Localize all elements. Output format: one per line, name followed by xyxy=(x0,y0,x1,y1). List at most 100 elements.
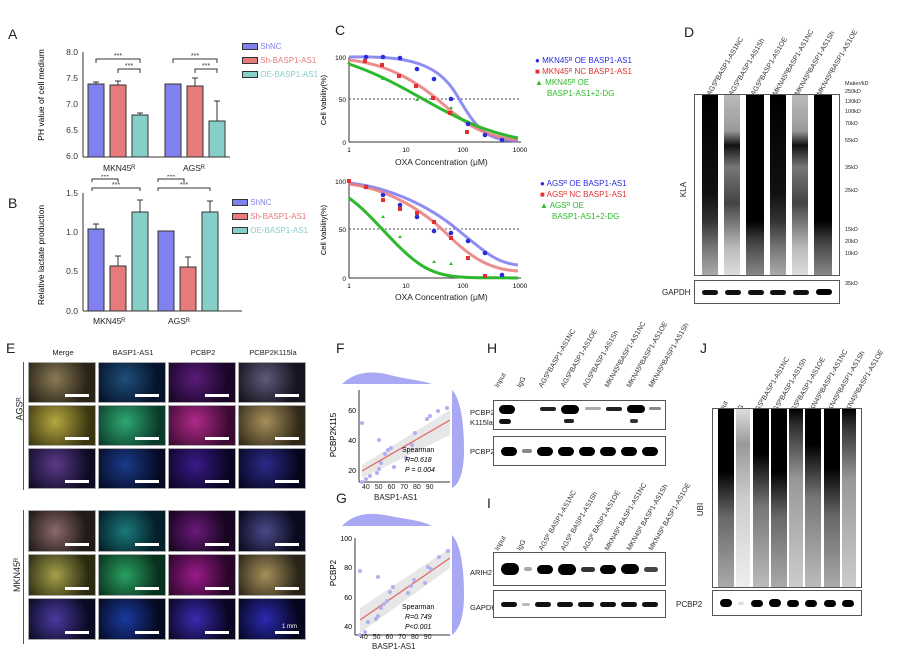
western-blot-kla xyxy=(694,94,840,276)
svg-text:***: *** xyxy=(125,63,133,70)
bar xyxy=(186,85,204,158)
western-blot-pcbp2 xyxy=(493,436,666,466)
svg-text:20: 20 xyxy=(348,468,356,475)
legend-item: Sh-BASP1-AS1 xyxy=(232,210,308,224)
svg-text:Spearman: Spearman xyxy=(402,604,434,611)
western-blot-pcbp2-k115la xyxy=(493,400,666,430)
y-axis-label: PH value of cell medium xyxy=(36,49,46,141)
legend-item: ShNC xyxy=(242,40,318,54)
group-bracket xyxy=(23,510,24,644)
svg-text:60: 60 xyxy=(344,595,352,602)
svg-text:100: 100 xyxy=(458,283,469,290)
svg-text:40: 40 xyxy=(348,438,356,445)
svg-text:100: 100 xyxy=(340,536,352,543)
x-category-ags: AGSᴿ xyxy=(183,163,205,173)
western-blot-ubi xyxy=(712,408,862,588)
svg-text:100: 100 xyxy=(335,179,346,186)
svg-text:***: *** xyxy=(202,63,210,70)
panel-label-d: D xyxy=(684,24,695,40)
svg-text:1.5: 1.5 xyxy=(66,188,78,198)
group-label-mkn45: MKN45ᴿ xyxy=(12,557,23,593)
svg-text:Spearman: Spearman xyxy=(402,447,434,454)
scatter-plot-g: PCBP2 100 80 60 40 Spearman R=0.749 P<0.001 xyxy=(330,513,450,637)
svg-text:10: 10 xyxy=(402,283,410,290)
svg-text:100: 100 xyxy=(335,55,346,62)
svg-text:0: 0 xyxy=(342,140,346,147)
panel-label-g: G xyxy=(336,490,347,506)
svg-text:P<0.001: P<0.001 xyxy=(405,624,431,631)
legend-c-bottom: ● AGSᴿ OE BASP1-AS1 ■ AGSᴿ NC BASP1-AS1 … xyxy=(540,178,627,222)
x-axis-label: OXA Concentration (μM) xyxy=(395,292,488,302)
svg-text:100: 100 xyxy=(458,147,469,154)
legend-item: ■ AGSᴿ NC BASP1-AS1 xyxy=(540,190,627,199)
panel-label-c: C xyxy=(335,22,346,38)
if-image-grid-ags xyxy=(28,362,306,489)
dose-response-chart-mkn45: Cell Vability(%) 100 50 0 1 10 100 1000 xyxy=(319,54,528,154)
svg-text:***: *** xyxy=(191,53,199,60)
svg-text:***: *** xyxy=(180,182,188,189)
svg-text:***: *** xyxy=(101,175,109,181)
x-axis-label: OXA Concentration (μM) xyxy=(395,157,488,167)
if-image-grid-mkn45: 1 mm xyxy=(28,510,306,640)
legend-b: ShNC Sh-BASP1-AS1 OE-BASP1-AS1 xyxy=(232,196,308,238)
blot-label-gapdh: GAPDH xyxy=(662,288,691,297)
blot-label-arih2: ARIH2 xyxy=(470,568,493,577)
western-blot-gapdh-i xyxy=(493,590,666,618)
x-category-mkn45: MKN45ᴿ xyxy=(103,163,136,173)
legend-item: ▲ AGSᴿ OE BASP1-AS1+2-DG xyxy=(540,201,620,221)
svg-text:Cell Vability(%): Cell Vability(%) xyxy=(319,74,328,125)
western-blot-gapdh xyxy=(694,280,840,304)
bar xyxy=(87,83,105,158)
svg-text:80: 80 xyxy=(344,565,352,572)
bar xyxy=(208,120,226,158)
blot-label-kla: KLA xyxy=(679,181,689,198)
legend-item: ▲ MKN45ᴿ OE BASP1-AS1+2-DG xyxy=(535,78,615,98)
panel-label-e: E xyxy=(6,340,16,356)
blot-label-pcbp2: PCBP2 xyxy=(470,447,495,456)
svg-text:6.5: 6.5 xyxy=(66,125,78,135)
scale-bar-label: 1 mm xyxy=(282,624,297,630)
western-blot-pcbp2-j xyxy=(712,590,862,616)
svg-text:PCBP2: PCBP2 xyxy=(330,559,338,586)
bar-chart-lactate: Relative lactate production 1.5 1.0 0.5 … xyxy=(36,175,242,315)
group-bracket xyxy=(23,362,24,490)
legend-item: OE-BASP1-AS1 xyxy=(232,224,308,238)
svg-text:0.5: 0.5 xyxy=(66,266,78,276)
svg-text:1: 1 xyxy=(347,283,351,290)
bar xyxy=(164,83,182,158)
legend-a: ShNC Sh-BASP1-AS1 OE-BASP1-AS1 xyxy=(242,40,318,82)
panel-label-j: J xyxy=(700,340,707,356)
marginal-density-f xyxy=(452,390,464,488)
legend-item: Sh-BASP1-AS1 xyxy=(242,54,318,68)
svg-text:60: 60 xyxy=(348,408,356,415)
scatter-plot-f: PCBP2K115 60 40 20 Spearman R=0.618 P = 0.00… xyxy=(330,372,450,484)
blot-label-pcbp2: PCBP2 xyxy=(470,408,495,417)
svg-text:***: *** xyxy=(114,53,122,60)
svg-text:50: 50 xyxy=(339,227,347,234)
legend-item: ShNC xyxy=(232,196,308,210)
svg-text:0.0: 0.0 xyxy=(66,306,78,315)
svg-text:0: 0 xyxy=(342,276,346,283)
svg-text:7.5: 7.5 xyxy=(66,73,78,83)
x-ticks-f: 40 50 60 70 80 90 xyxy=(362,484,434,491)
panel-label-h: H xyxy=(487,340,498,356)
svg-text:R=0.618: R=0.618 xyxy=(405,457,432,464)
svg-text:R=0.749: R=0.749 xyxy=(405,614,432,621)
legend-item: ● AGSᴿ OE BASP1-AS1 xyxy=(540,179,627,188)
marginal-density-g xyxy=(452,535,464,635)
svg-text:1: 1 xyxy=(347,147,351,154)
svg-text:Cell Vability(%): Cell Vability(%) xyxy=(319,204,328,255)
svg-text:10: 10 xyxy=(402,147,410,154)
bar xyxy=(131,114,149,158)
svg-text:1000: 1000 xyxy=(513,283,528,290)
svg-text:PCBP2K115: PCBP2K115 xyxy=(330,412,338,457)
legend-item: ■ MKN45ᴿ NC BASP1-AS1 xyxy=(535,67,632,76)
svg-text:50: 50 xyxy=(339,97,347,104)
blot-label-ubi: UBI xyxy=(696,502,706,517)
svg-text:P = 0.004: P = 0.004 xyxy=(405,467,435,474)
svg-text:1.0: 1.0 xyxy=(66,227,78,237)
svg-text:6.0: 6.0 xyxy=(66,151,78,160)
x-axis-label: BASP1-AS1 xyxy=(372,642,416,651)
legend-item: ● MKN45ᴿ OE BASP1-AS1 xyxy=(535,56,632,65)
blot-label-k115la: K115la xyxy=(470,418,493,427)
